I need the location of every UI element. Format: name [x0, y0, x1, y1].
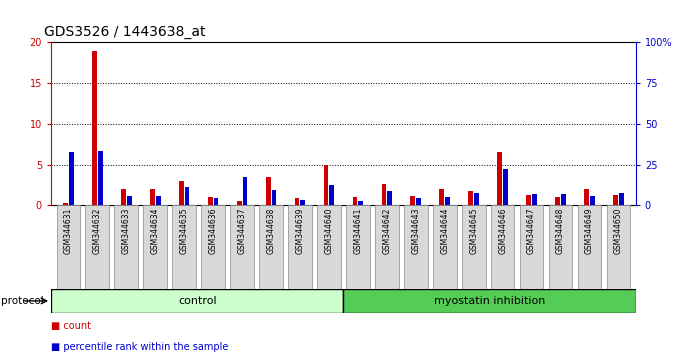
Bar — [433, 205, 456, 292]
Text: GSM344637: GSM344637 — [237, 208, 247, 255]
Bar — [590, 195, 595, 205]
Bar — [201, 205, 225, 292]
Bar — [343, 289, 636, 313]
Bar — [288, 205, 312, 292]
Bar — [445, 197, 450, 205]
Bar — [329, 185, 335, 205]
Bar — [51, 289, 343, 313]
Bar — [150, 189, 155, 205]
Bar — [56, 205, 80, 292]
Bar — [301, 200, 305, 205]
Bar — [121, 189, 126, 205]
Bar — [185, 187, 190, 205]
Bar — [549, 205, 573, 292]
Text: GSM344639: GSM344639 — [296, 208, 305, 255]
Bar — [126, 195, 131, 205]
Bar — [259, 205, 283, 292]
Bar — [526, 195, 531, 205]
Text: GDS3526 / 1443638_at: GDS3526 / 1443638_at — [44, 25, 205, 39]
Bar — [156, 195, 160, 205]
Text: GSM344631: GSM344631 — [64, 208, 73, 254]
Text: GSM344642: GSM344642 — [382, 208, 391, 254]
Bar — [388, 191, 392, 205]
Bar — [439, 189, 444, 205]
Bar — [317, 205, 341, 292]
Bar — [98, 151, 103, 205]
Bar — [208, 197, 213, 205]
Bar — [462, 205, 486, 292]
Text: GSM344632: GSM344632 — [93, 208, 102, 254]
Bar — [346, 205, 370, 292]
Bar — [411, 195, 415, 205]
Bar — [214, 198, 218, 205]
Text: ■ percentile rank within the sample: ■ percentile rank within the sample — [51, 342, 228, 352]
Bar — [69, 152, 73, 205]
Bar — [324, 165, 328, 205]
Bar — [416, 198, 421, 205]
Text: ■ count: ■ count — [51, 321, 91, 331]
Text: GSM344634: GSM344634 — [151, 208, 160, 255]
Bar — [497, 152, 502, 205]
Text: control: control — [178, 296, 216, 306]
Bar — [469, 192, 473, 205]
Bar — [143, 205, 167, 292]
Bar — [556, 197, 560, 205]
Bar — [63, 203, 68, 205]
Bar — [358, 201, 363, 205]
Bar — [474, 193, 479, 205]
Text: GSM344640: GSM344640 — [324, 208, 333, 255]
Text: myostatin inhibition: myostatin inhibition — [434, 296, 545, 306]
Bar — [584, 189, 589, 205]
Text: GSM344638: GSM344638 — [267, 208, 275, 254]
Bar — [266, 177, 271, 205]
Text: GSM344647: GSM344647 — [527, 208, 536, 255]
Bar — [613, 195, 618, 205]
Bar — [532, 194, 537, 205]
Bar — [607, 205, 630, 292]
Bar — [491, 205, 515, 292]
Text: GSM344649: GSM344649 — [585, 208, 594, 255]
Text: GSM344633: GSM344633 — [122, 208, 131, 255]
Bar — [503, 169, 508, 205]
Text: GSM344636: GSM344636 — [209, 208, 218, 255]
Bar — [231, 205, 254, 292]
Bar — [114, 205, 138, 292]
Text: GSM344648: GSM344648 — [556, 208, 565, 254]
Bar — [520, 205, 543, 292]
Bar — [179, 181, 184, 205]
Text: GSM344635: GSM344635 — [180, 208, 188, 255]
Bar — [352, 197, 358, 205]
Bar — [243, 177, 248, 205]
Text: GSM344650: GSM344650 — [614, 208, 623, 255]
Bar — [404, 205, 428, 292]
Text: GSM344641: GSM344641 — [354, 208, 362, 254]
Text: protocol: protocol — [1, 296, 44, 306]
Text: GSM344643: GSM344643 — [411, 208, 420, 255]
Bar — [172, 205, 196, 292]
Bar — [271, 190, 276, 205]
Text: GSM344644: GSM344644 — [440, 208, 449, 255]
Bar — [381, 184, 386, 205]
Bar — [375, 205, 398, 292]
Bar — [294, 198, 299, 205]
Bar — [86, 205, 109, 292]
Bar — [619, 193, 624, 205]
Bar — [237, 201, 241, 205]
Bar — [561, 194, 566, 205]
Text: GSM344646: GSM344646 — [498, 208, 507, 255]
Bar — [92, 51, 97, 205]
Bar — [577, 205, 601, 292]
Text: GSM344645: GSM344645 — [469, 208, 478, 255]
